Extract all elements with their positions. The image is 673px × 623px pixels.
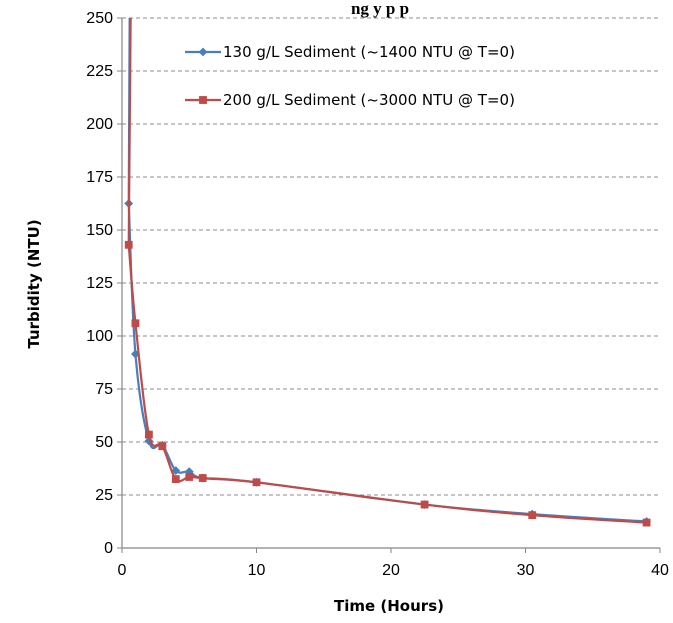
y-axis-title: Turbidity (NTU) (25, 219, 43, 348)
y-tick-label: 0 (104, 540, 113, 557)
data-point (171, 475, 180, 483)
legend: 130 g/L Sediment (~1400 NTU @ T=0) 200 g/… (185, 43, 515, 109)
data-point (145, 430, 153, 439)
x-tick-label: 0 (118, 562, 127, 579)
legend-entry: 200 g/L Sediment (~3000 NTU @ T=0) (185, 91, 515, 109)
series-line (127, 18, 647, 523)
y-tick-label: 200 (86, 116, 113, 133)
y-tick-label: 25 (95, 487, 113, 504)
x-tick-label: 20 (382, 562, 400, 579)
y-tick-label: 100 (86, 328, 113, 345)
data-point (171, 466, 181, 476)
x-tick-label: 30 (517, 562, 535, 579)
x-tick-labels: 0 10 20 30 40 (118, 562, 669, 579)
x-tick-label: 40 (651, 562, 669, 579)
x-tick-label: 10 (248, 562, 266, 579)
legend-marker (199, 96, 207, 104)
legend-marker (198, 47, 208, 57)
data-point (131, 319, 140, 328)
data-point (420, 500, 429, 509)
data-point (124, 240, 133, 249)
chart-title: ng y p p (351, 0, 409, 18)
data-point (252, 478, 261, 487)
series-line (127, 18, 647, 524)
legend-label: 200 g/L Sediment (~3000 NTU @ T=0) (223, 91, 515, 109)
y-tick-label: 250 (86, 10, 113, 27)
series-layer (124, 18, 651, 527)
data-point (198, 474, 207, 482)
series-1 (124, 18, 651, 526)
data-point (185, 473, 194, 481)
data-point (158, 442, 167, 451)
series-2 (124, 18, 651, 527)
y-tick-label: 75 (95, 381, 113, 398)
y-tick-label: 125 (86, 275, 113, 292)
grid-lines (122, 17, 660, 496)
data-point (642, 518, 651, 527)
axes (117, 17, 661, 553)
y-tick-label: 225 (86, 63, 113, 80)
y-tick-label: 150 (86, 222, 113, 239)
legend-entry: 130 g/L Sediment (~1400 NTU @ T=0) (185, 43, 515, 61)
data-point (528, 511, 537, 520)
y-tick-label: 50 (95, 434, 113, 451)
legend-label: 130 g/L Sediment (~1400 NTU @ T=0) (223, 43, 515, 61)
y-tick-label: 175 (86, 169, 113, 186)
x-axis-title: Time (Hours) (334, 597, 444, 615)
y-tick-labels: 0 25 50 75 100 125 150 175 200 225 250 (86, 10, 113, 557)
